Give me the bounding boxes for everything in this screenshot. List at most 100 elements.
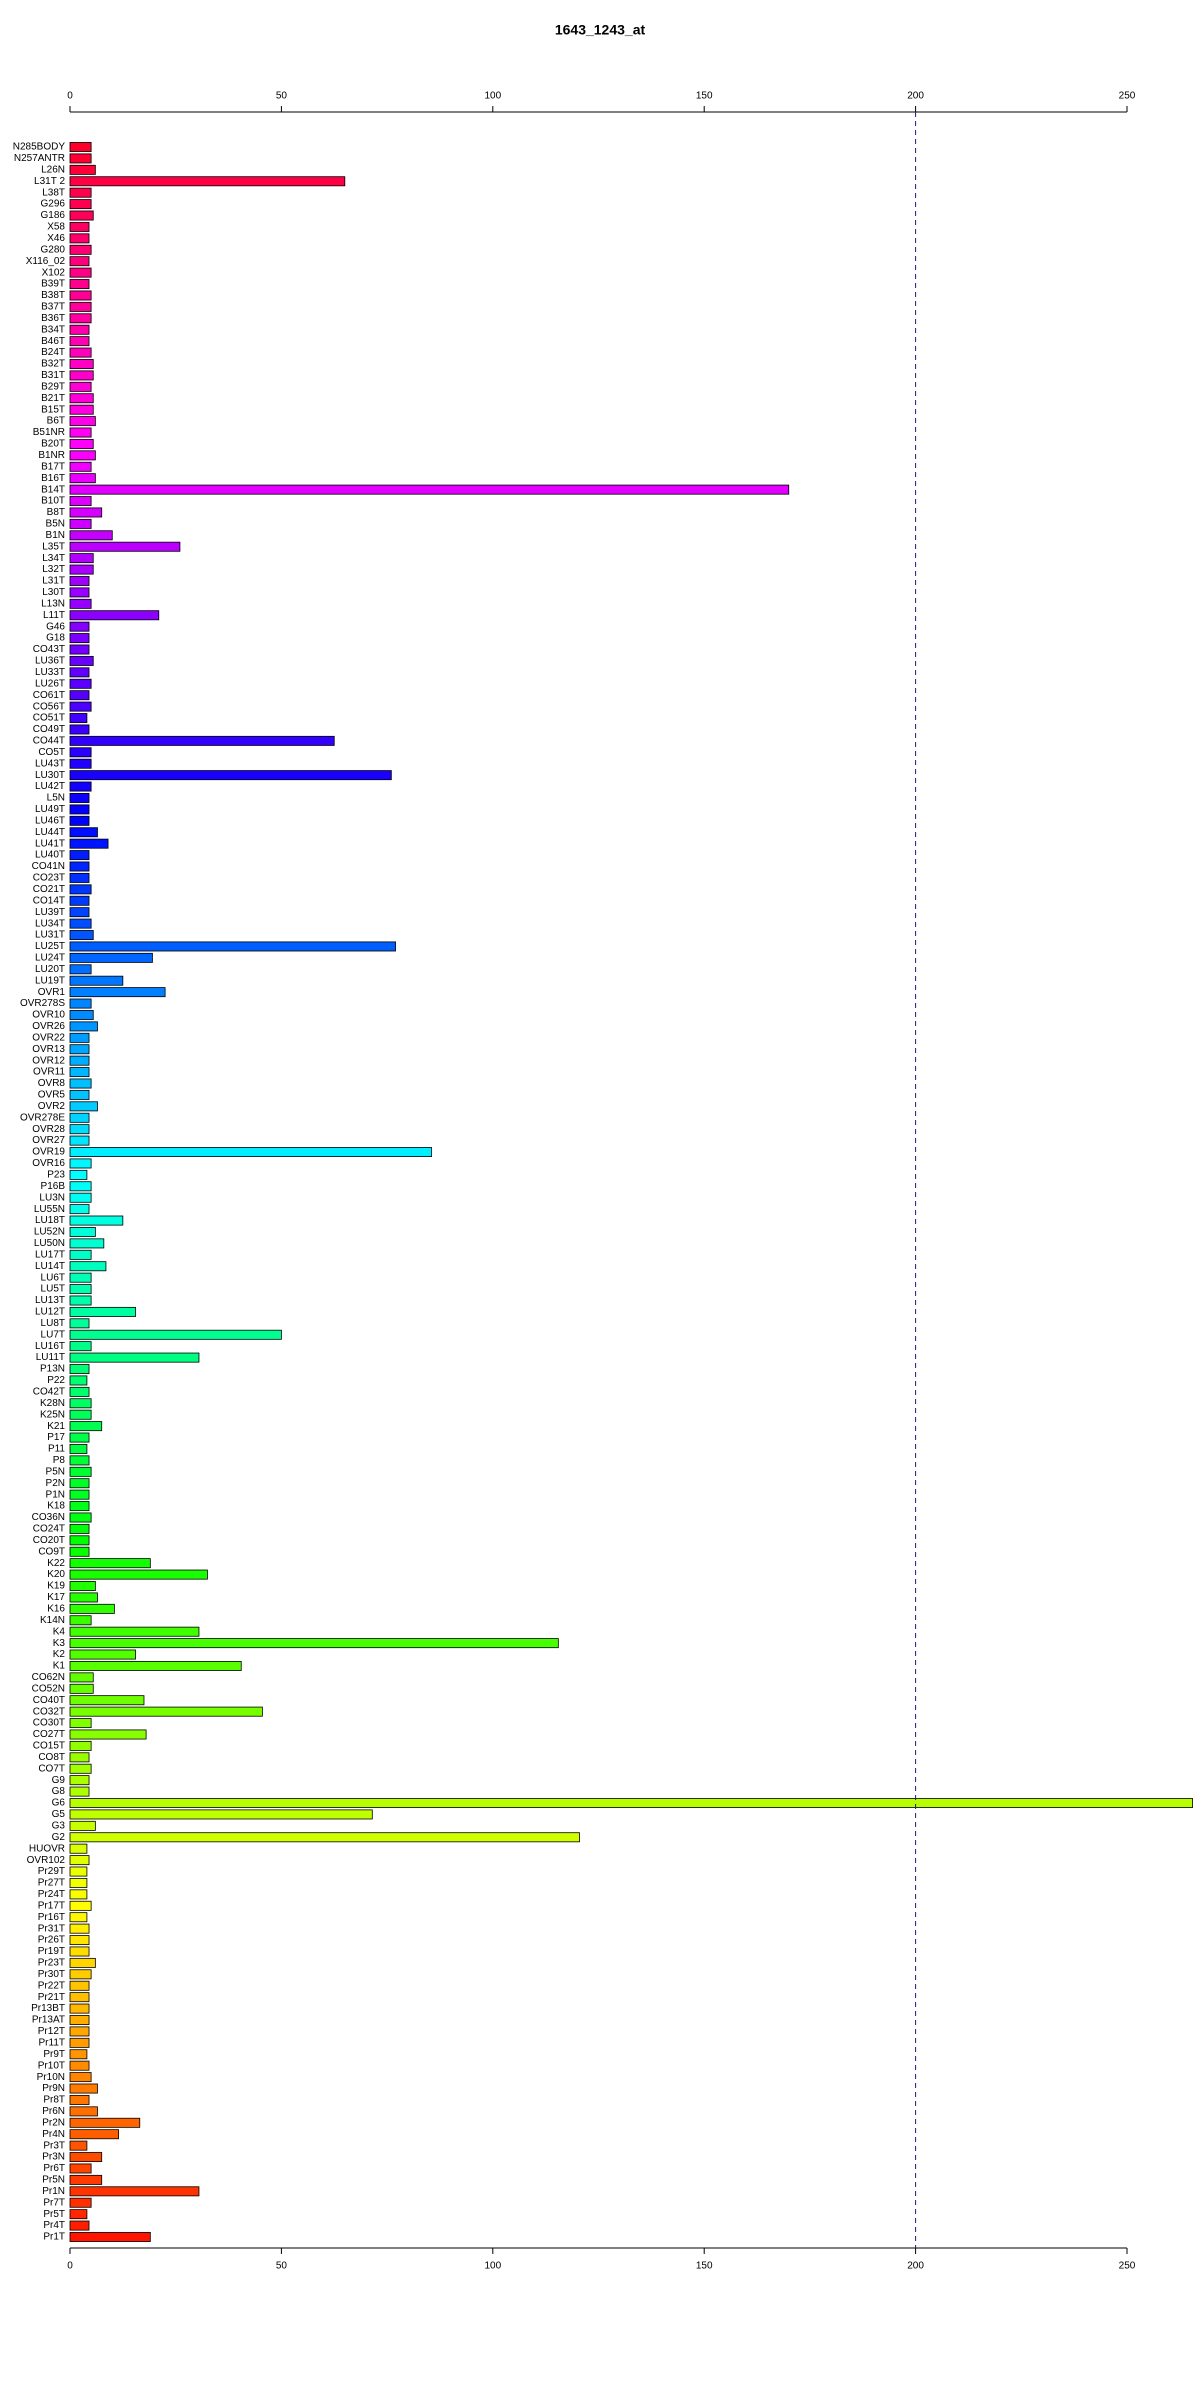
bar xyxy=(69,1615,92,1626)
category-label: Pr4T xyxy=(43,2220,65,2231)
bar xyxy=(69,1124,90,1135)
bar xyxy=(69,1752,90,1763)
bar xyxy=(69,1546,90,1557)
category-label: G18 xyxy=(46,633,65,644)
category-label: B36T xyxy=(41,313,65,324)
bar xyxy=(69,1992,90,2003)
bar xyxy=(69,1672,94,1683)
bar xyxy=(69,1501,90,1512)
bar xyxy=(69,359,94,369)
x-tick-label: 150 xyxy=(696,2261,713,2272)
category-label: P5N xyxy=(46,1466,65,1477)
category-label: CO52N xyxy=(32,1683,65,1694)
bar xyxy=(69,1055,90,1066)
bar xyxy=(69,324,90,335)
category-label: Pr2N xyxy=(42,2117,65,2128)
bar xyxy=(69,1866,88,1877)
category-label: B8T xyxy=(47,507,65,518)
category-label: LU43T xyxy=(35,758,65,769)
bar xyxy=(69,1044,90,1055)
bar xyxy=(69,1980,90,1991)
bar xyxy=(69,804,90,815)
category-label: B15T xyxy=(41,404,65,415)
category-label: P22 xyxy=(47,1375,65,1386)
category-label: LU11T xyxy=(36,1352,65,1363)
bar xyxy=(69,1638,559,1649)
category-label: Pr5N xyxy=(42,2175,65,2186)
bar xyxy=(69,770,392,781)
category-label: OVR2 xyxy=(38,1101,66,1112)
category-label: LU44T xyxy=(35,827,65,838)
bar xyxy=(69,530,113,541)
category-label: G6 xyxy=(52,1798,66,1809)
category-label: LU36T xyxy=(35,656,65,667)
category-label: LU5T xyxy=(41,1284,65,1295)
bar xyxy=(69,2197,92,2208)
category-label: Pr13BT xyxy=(31,2003,65,2014)
bar xyxy=(69,496,92,507)
category-label: OVR1 xyxy=(38,987,66,998)
category-label: Pr8T xyxy=(43,2095,65,2106)
category-label: OVR278E xyxy=(20,1112,65,1123)
x-tick-label: 200 xyxy=(907,91,924,102)
bar xyxy=(69,1626,200,1637)
category-label: L32T xyxy=(42,564,65,575)
bar xyxy=(69,1695,145,1706)
bar xyxy=(69,256,90,267)
bar xyxy=(69,393,94,404)
category-label: LU16T xyxy=(35,1341,65,1352)
category-label: L38T xyxy=(42,187,65,198)
category-label: L13N xyxy=(41,598,65,609)
category-label: CO56T xyxy=(33,701,65,712)
category-label: OVR8 xyxy=(38,1078,66,1089)
bar xyxy=(69,655,94,666)
bar xyxy=(69,1603,115,1614)
bar xyxy=(69,1969,92,1980)
category-label: K3 xyxy=(53,1638,66,1649)
category-label: L31T xyxy=(42,576,65,587)
bar xyxy=(69,1227,96,1237)
bar xyxy=(69,199,92,210)
category-label: CO43T xyxy=(33,644,65,655)
bar xyxy=(69,301,92,312)
bar xyxy=(69,2163,92,2174)
bar xyxy=(69,998,92,1009)
bar xyxy=(69,758,92,769)
bar xyxy=(69,884,92,895)
bar xyxy=(69,1786,90,1797)
bar xyxy=(69,633,90,644)
category-label: Pr5T xyxy=(43,2209,65,2220)
category-label: P16B xyxy=(41,1181,66,1192)
bar xyxy=(69,416,96,427)
category-label: K25N xyxy=(40,1409,65,1420)
bar xyxy=(69,1375,88,1386)
bar xyxy=(69,1147,432,1157)
bar xyxy=(69,1649,136,1660)
category-label: LU19T xyxy=(35,975,65,986)
category-label: K22 xyxy=(47,1558,65,1569)
bar xyxy=(69,221,90,232)
bar xyxy=(69,450,96,461)
category-label: B16T xyxy=(41,473,65,484)
category-label: X116_02 xyxy=(26,256,66,267)
category-label: OVR13 xyxy=(32,1044,65,1055)
bar xyxy=(69,610,160,621)
bar xyxy=(69,952,153,963)
category-label: K2 xyxy=(53,1649,66,1660)
bar xyxy=(69,290,92,301)
category-label: Pr10N xyxy=(37,2072,65,2083)
category-label: OVR5 xyxy=(38,1090,66,1101)
bar xyxy=(69,1421,103,1432)
category-label: LU6T xyxy=(41,1272,65,1283)
bar xyxy=(69,2129,120,2140)
category-label: CO21T xyxy=(33,884,65,895)
bar xyxy=(69,2015,90,2025)
x-tick-label: 100 xyxy=(484,2261,501,2272)
category-label: Pr7T xyxy=(43,2197,65,2208)
category-label: Pr21T xyxy=(38,1992,65,2003)
bar xyxy=(69,244,92,255)
category-label: G296 xyxy=(41,199,66,210)
category-label: Pr1T xyxy=(43,2232,65,2243)
bar xyxy=(69,210,94,221)
category-label: Pr3N xyxy=(42,2152,65,2163)
